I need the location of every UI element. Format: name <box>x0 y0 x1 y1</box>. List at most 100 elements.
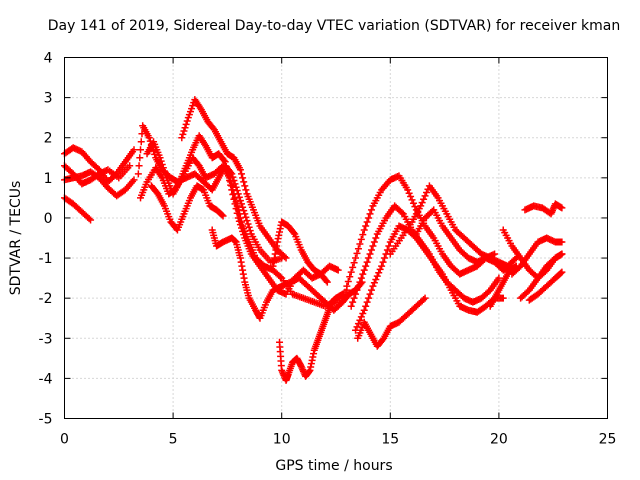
data-point <box>363 218 371 226</box>
data-point <box>180 127 188 135</box>
data-point <box>242 186 250 194</box>
x-tick-label: 15 <box>381 432 399 448</box>
y-tick-label: 0 <box>44 211 53 227</box>
data-point <box>359 270 367 278</box>
series-track-16 <box>354 294 429 350</box>
data-point <box>235 217 243 225</box>
y-tick-label: 1 <box>44 171 53 187</box>
data-point <box>350 294 358 302</box>
data-point <box>126 162 134 170</box>
data-point <box>418 199 426 207</box>
data-point <box>161 170 169 178</box>
data-point <box>238 200 246 208</box>
data-point <box>219 212 227 220</box>
data-point <box>360 266 368 274</box>
data-marks <box>61 96 566 384</box>
data-point <box>353 249 361 257</box>
data-point <box>356 316 364 324</box>
data-point <box>350 259 358 267</box>
data-point <box>135 162 143 170</box>
data-point <box>218 211 226 219</box>
data-point <box>183 117 191 125</box>
data-point <box>134 170 142 178</box>
data-point <box>222 162 230 170</box>
data-point <box>365 254 373 262</box>
data-point <box>85 215 93 223</box>
data-point <box>220 156 228 164</box>
data-point <box>179 130 187 138</box>
series-track-3 <box>61 168 138 200</box>
data-point <box>223 167 231 175</box>
data-point <box>346 273 354 281</box>
data-point <box>229 191 237 199</box>
data-point <box>376 265 384 273</box>
data-point <box>181 124 189 132</box>
data-point <box>421 294 429 302</box>
y-tick-label: -3 <box>39 331 53 347</box>
y-tick-label: -4 <box>39 371 53 387</box>
data-point <box>370 279 378 287</box>
data-point <box>372 275 380 283</box>
data-point <box>160 167 168 175</box>
data-point <box>367 246 375 254</box>
data-point <box>352 290 360 298</box>
data-point <box>512 262 520 270</box>
data-point <box>233 209 241 217</box>
data-point <box>558 250 566 258</box>
data-point <box>408 196 416 204</box>
data-point <box>352 254 360 262</box>
data-point <box>367 206 375 214</box>
data-point <box>360 226 368 234</box>
data-point <box>362 302 370 310</box>
data-point <box>239 227 247 235</box>
data-point <box>557 269 565 277</box>
y-tick-labels: -5 -4 -3 -2 -1 0 1 2 3 4 <box>39 51 53 428</box>
data-point <box>343 282 351 290</box>
data-point <box>558 268 566 276</box>
data-point <box>221 158 229 166</box>
data-point <box>357 274 365 282</box>
data-point <box>354 320 362 328</box>
data-point <box>357 313 365 321</box>
data-point <box>137 146 145 154</box>
series-track-4 <box>61 194 95 224</box>
data-point <box>365 294 373 302</box>
data-point <box>241 182 249 190</box>
data-point <box>245 223 253 231</box>
y-tick-label: 2 <box>44 131 53 147</box>
series-track-23 <box>525 268 566 304</box>
data-point <box>323 278 331 286</box>
data-point <box>239 203 247 211</box>
data-point <box>369 282 377 290</box>
data-point <box>354 245 362 253</box>
data-point <box>136 154 144 162</box>
data-point <box>236 197 244 205</box>
data-point <box>87 216 95 224</box>
data-point <box>357 235 365 243</box>
data-point <box>378 262 386 270</box>
data-point <box>369 242 377 250</box>
data-point <box>405 189 413 197</box>
x-tick-label: 5 <box>169 432 178 448</box>
grid <box>64 57 608 419</box>
data-point <box>238 224 246 232</box>
plot-frame <box>64 57 608 419</box>
data-point <box>232 205 240 213</box>
data-point <box>156 154 164 162</box>
x-tick-labels: 0 5 10 15 20 25 <box>60 432 616 448</box>
data-point <box>282 254 290 262</box>
data-point <box>145 134 153 142</box>
data-point <box>407 193 415 201</box>
data-point <box>281 253 289 261</box>
series-track-18 <box>412 206 499 266</box>
data-point <box>130 146 138 154</box>
data-point <box>353 286 361 294</box>
data-point <box>359 231 367 239</box>
data-point <box>236 166 244 174</box>
y-tick-label: 3 <box>44 91 53 107</box>
data-point <box>240 231 248 239</box>
y-tick-label: -2 <box>39 291 53 307</box>
data-point <box>417 202 425 210</box>
data-point <box>238 170 246 178</box>
